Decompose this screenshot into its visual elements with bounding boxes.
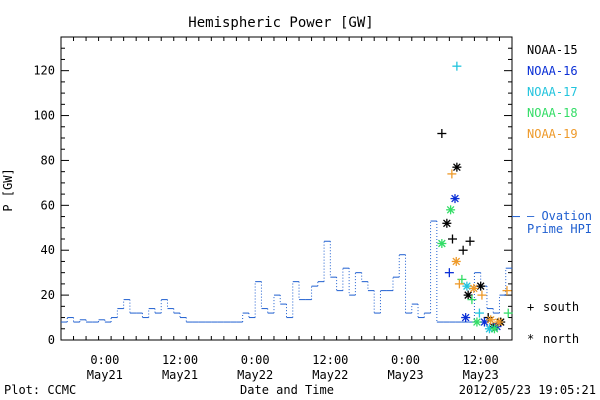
marker-legend-south-symbol: + xyxy=(527,300,534,314)
x-tick-date-label: May21 xyxy=(162,368,198,382)
data-point-south xyxy=(437,129,447,139)
marker-stroke xyxy=(463,282,471,290)
marker-stroke xyxy=(469,284,478,293)
satellite-points xyxy=(437,61,513,334)
marker-stroke xyxy=(461,313,470,322)
footer-source: Plot: CCMC xyxy=(4,383,76,397)
plot-frame xyxy=(60,36,513,341)
marker-stroke xyxy=(451,194,459,203)
marker-stroke xyxy=(486,315,495,324)
data-point-north xyxy=(462,281,472,291)
data-point-north xyxy=(451,256,461,266)
data-point-south xyxy=(465,236,475,246)
data-point-north xyxy=(446,205,456,215)
data-point-north xyxy=(486,315,496,325)
y-axis-label: P [GW] xyxy=(1,168,15,211)
y-tick-label: 40 xyxy=(41,243,55,257)
data-point-north xyxy=(442,218,452,228)
data-point-south xyxy=(467,295,477,305)
x-tick-date-label: May22 xyxy=(237,368,273,382)
data-point-south xyxy=(474,308,484,318)
ovation-legend-line1: — Ovation xyxy=(527,209,592,223)
marker-stroke xyxy=(490,324,499,333)
data-point-north xyxy=(472,317,482,327)
y-tick-label: 120 xyxy=(33,64,55,78)
y-tick-label: 20 xyxy=(41,288,55,302)
data-point-south xyxy=(452,61,462,71)
x-tick-date-label: May23 xyxy=(463,368,499,382)
data-point-south xyxy=(477,290,487,300)
x-tick-time-label: 0:00 xyxy=(391,353,420,367)
footer-timestamp: 2012/05/23 19:05:21 xyxy=(459,383,596,397)
data-point-south xyxy=(503,308,513,318)
marker-stroke xyxy=(476,282,485,290)
marker-stroke xyxy=(438,239,446,248)
x-tick-time-label: 0:00 xyxy=(241,353,270,367)
y-tick-label: 60 xyxy=(41,198,55,212)
x-axis-label: Date and Time xyxy=(240,383,334,397)
legend-item-noaa-17: NOAA-17 xyxy=(527,85,578,99)
x-tick-time-label: 0:00 xyxy=(90,353,119,367)
data-point-south xyxy=(458,245,468,255)
data-point-south xyxy=(444,268,454,278)
legend-item-noaa-18: NOAA-18 xyxy=(527,106,578,120)
x-tick-date-label: May23 xyxy=(387,368,423,382)
data-point-north xyxy=(452,162,462,172)
y-axis: 0 20 40 60 80 100 120 xyxy=(33,47,512,347)
data-point-north xyxy=(437,238,447,248)
data-point-south xyxy=(502,286,512,296)
marker-stroke xyxy=(446,205,455,214)
marker-stroke xyxy=(452,257,461,266)
x-tick-time-label: 12:00 xyxy=(162,353,198,367)
marker-legend-north-symbol: * xyxy=(527,332,534,346)
x-tick-time-label: 12:00 xyxy=(312,353,348,367)
legend-item-noaa-15: NOAA-15 xyxy=(527,43,578,57)
data-point-south xyxy=(447,234,457,244)
x-tick-date-label: May21 xyxy=(87,368,123,382)
legend-item-noaa-16: NOAA-16 xyxy=(527,64,578,78)
marker-stroke xyxy=(464,291,472,299)
ovation-legend-line2: Prime HPI xyxy=(527,222,592,236)
data-point-north xyxy=(494,317,504,327)
ovation-series xyxy=(61,220,512,323)
data-point-north xyxy=(469,283,479,293)
y-tick-label: 80 xyxy=(41,153,55,167)
marker-legend-south-label: south xyxy=(543,300,579,314)
marker-stroke xyxy=(453,163,461,172)
x-axis: 0:00May2112:00May210:00May2212:00May220:… xyxy=(60,37,513,382)
data-point-north xyxy=(463,290,473,300)
chart-title: Hemispheric Power [GW] xyxy=(188,15,373,31)
marker-stroke xyxy=(473,318,481,326)
marker-legend-north-label: north xyxy=(543,332,579,346)
data-point-north xyxy=(476,281,486,291)
marker-stroke xyxy=(443,219,451,228)
y-tick-label: 100 xyxy=(33,109,55,123)
data-point-north xyxy=(461,313,471,323)
x-tick-date-label: May22 xyxy=(312,368,348,382)
y-tick-label: 0 xyxy=(48,333,55,347)
satellite-legend: NOAA-15 NOAA-16 NOAA-17 NOAA-18 NOAA-19 xyxy=(527,43,578,141)
data-point-north xyxy=(489,324,499,334)
data-point-south xyxy=(454,279,464,289)
marker-stroke xyxy=(495,318,503,326)
data-point-north xyxy=(450,194,460,204)
data-point-south xyxy=(447,169,457,179)
x-tick-time-label: 12:00 xyxy=(463,353,499,367)
legend-item-noaa-19: NOAA-19 xyxy=(527,127,578,141)
